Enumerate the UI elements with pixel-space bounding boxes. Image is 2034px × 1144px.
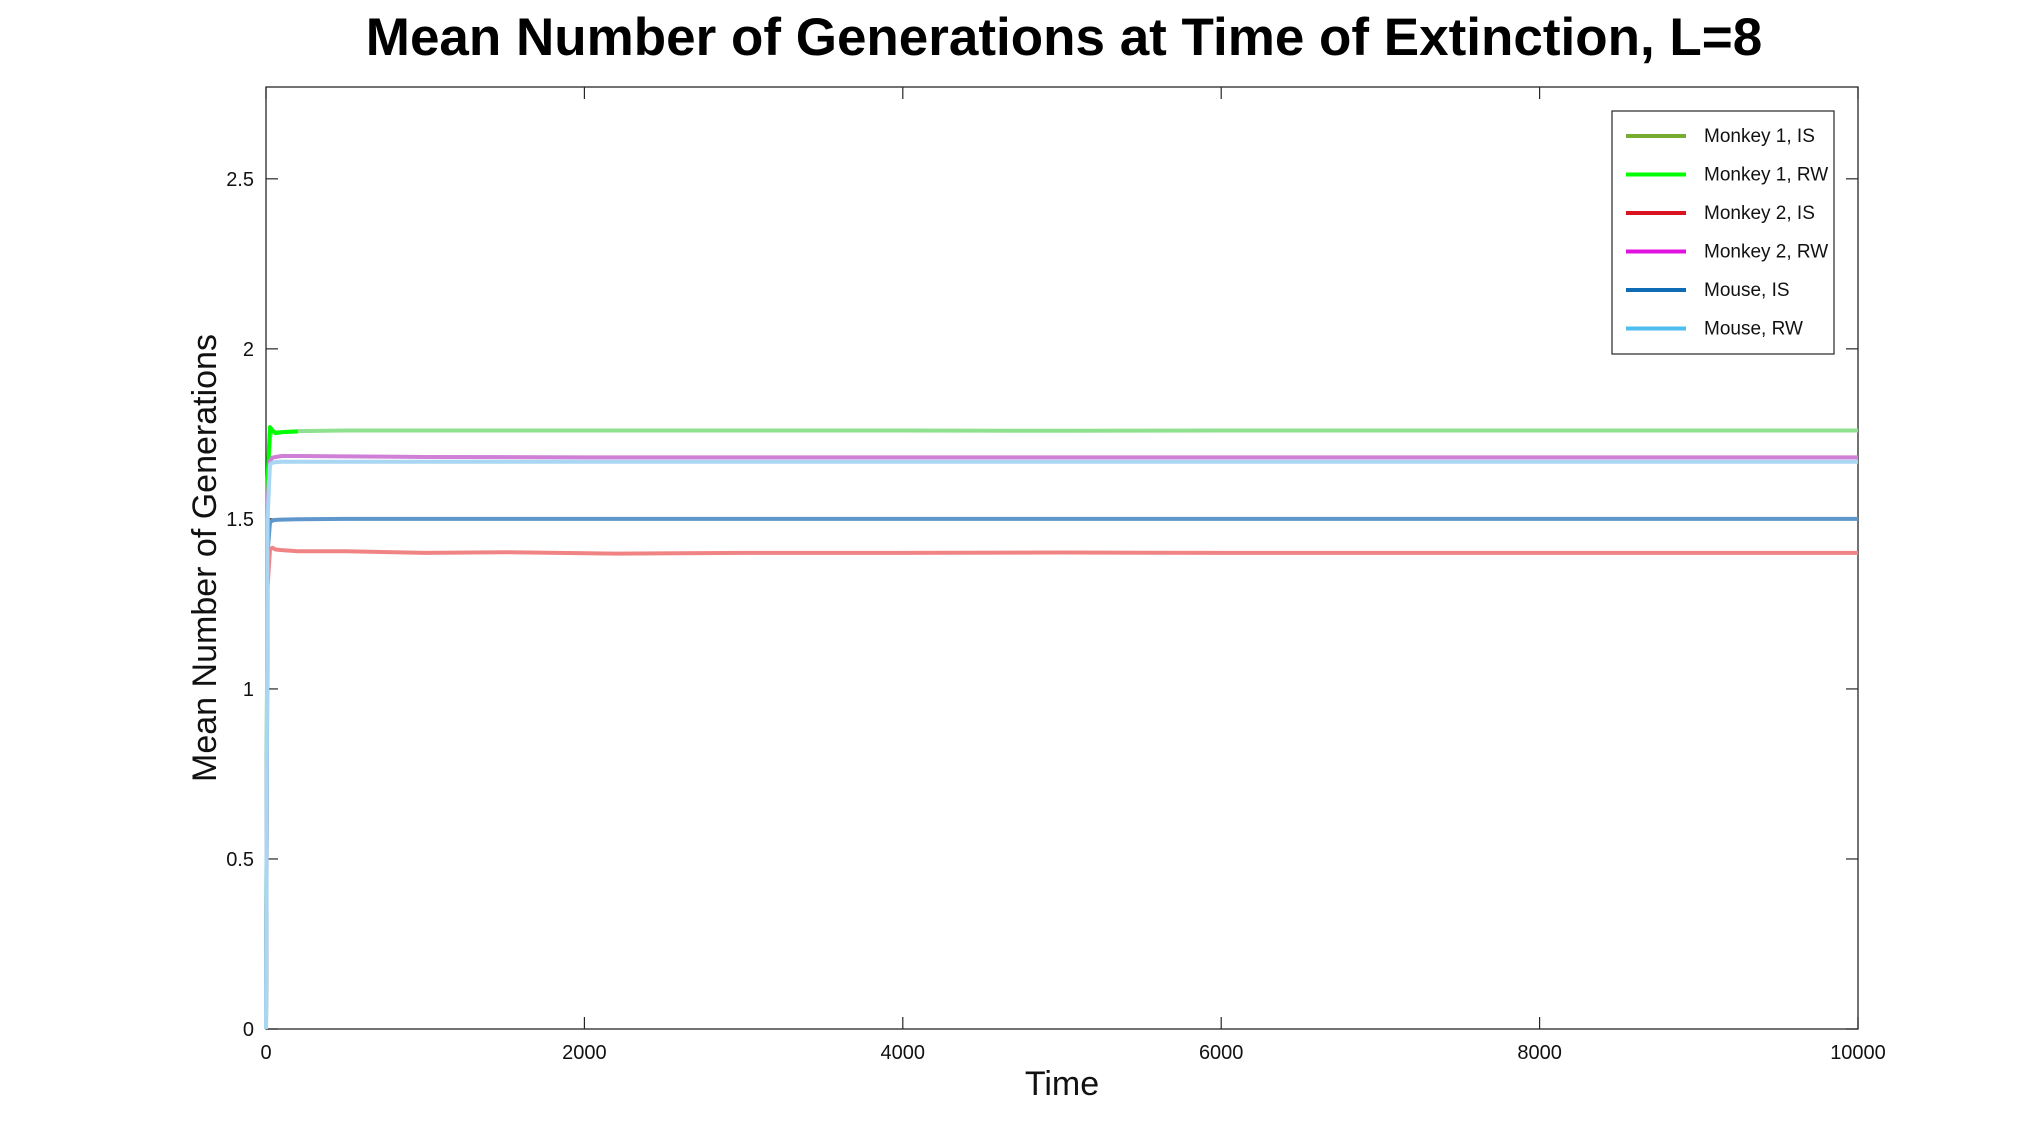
series-line-mouse-rw bbox=[264, 459, 1858, 1030]
legend-box bbox=[1611, 110, 1835, 355]
legend-label-monkey-2-rw: Monkey 2, RW bbox=[1704, 242, 1828, 263]
y-tick-label: 2 bbox=[243, 339, 254, 361]
series-line-mouse-is bbox=[264, 516, 1858, 1030]
legend-label-mouse-rw: Mouse, RW bbox=[1704, 319, 1803, 340]
legend-label-monkey-1-is: Monkey 1, IS bbox=[1704, 126, 1815, 147]
x-axis-label: Time bbox=[1025, 1065, 1099, 1103]
legend-label-monkey-2-is: Monkey 2, IS bbox=[1704, 203, 1815, 224]
x-tick-label: 8000 bbox=[1517, 1042, 1562, 1064]
axis-ticks: 0 2000 4000 6000 8000 10000 0 0.5 1 1.5 2 2.5 bbox=[226, 87, 1886, 1064]
plot-area: 0 2000 4000 6000 8000 10000 0 0.5 1 1.5 2 2.5 bbox=[226, 86, 1886, 1064]
series-lines bbox=[264, 425, 1858, 1030]
series-line-monkey-2-rw bbox=[264, 453, 1858, 1030]
y-tick-label: 0 bbox=[243, 1019, 254, 1041]
x-tick-label: 4000 bbox=[881, 1042, 926, 1064]
y-tick-label: 1 bbox=[243, 679, 254, 701]
legend-label-mouse-is: Mouse, IS bbox=[1704, 280, 1790, 301]
x-tick-label: 6000 bbox=[1199, 1042, 1244, 1064]
x-tick-label: 2000 bbox=[562, 1042, 607, 1064]
legend: Monkey 1, IS Monkey 1, RW Monkey 2, IS Monk… bbox=[1611, 110, 1835, 355]
x-tick-label: 10000 bbox=[1830, 1042, 1886, 1064]
chart-title: Mean Number of Generations at Time of Ex… bbox=[366, 8, 1762, 67]
y-tick-label: 1.5 bbox=[226, 509, 254, 531]
series-line-monkey-2-is bbox=[264, 545, 1858, 1030]
y-tick-label: 2.5 bbox=[226, 169, 254, 191]
legend-label-monkey-1-rw: Monkey 1, RW bbox=[1704, 165, 1828, 186]
x-tick-label: 0 bbox=[260, 1042, 271, 1064]
y-axis-label: Mean Number of Generations bbox=[186, 334, 224, 782]
y-tick-label: 0.5 bbox=[226, 849, 254, 871]
